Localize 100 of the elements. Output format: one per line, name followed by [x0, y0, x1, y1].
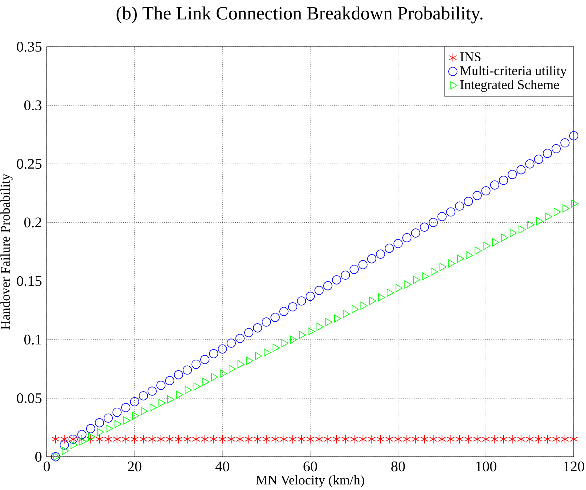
point: [255, 352, 262, 360]
legend-label: Integrated Scheme: [460, 80, 560, 92]
point: [270, 313, 280, 322]
point: [482, 434, 490, 444]
point: [226, 338, 236, 348]
point: [218, 344, 228, 354]
point: [570, 434, 578, 444]
point: [438, 434, 446, 444]
point: [510, 229, 518, 238]
point: [413, 276, 420, 284]
x-tick-label: 120: [564, 462, 584, 472]
point: [168, 396, 175, 404]
point: [499, 176, 508, 186]
point: [545, 212, 552, 221]
point: [272, 344, 280, 352]
point: [113, 434, 122, 444]
point: [332, 434, 341, 444]
point: [466, 251, 474, 260]
y-tick-label: 0: [36, 452, 42, 462]
point: [176, 390, 184, 399]
point: [202, 378, 210, 386]
point: [343, 310, 350, 318]
point: [482, 186, 491, 196]
point: [211, 373, 218, 382]
point: [350, 434, 358, 444]
point: [440, 263, 447, 272]
point: [200, 355, 210, 364]
point: [323, 281, 333, 291]
point: [326, 318, 333, 326]
point: [148, 386, 158, 396]
point: [95, 418, 104, 428]
x-tick-label: 100: [476, 462, 497, 472]
point: [455, 202, 464, 211]
point: [238, 360, 245, 368]
point: [422, 272, 430, 281]
point: [209, 349, 218, 359]
point: [86, 434, 95, 444]
point: [86, 424, 96, 434]
point: [420, 222, 430, 232]
point: [448, 260, 456, 268]
point: [288, 434, 297, 444]
point: [500, 434, 508, 444]
point: [262, 318, 272, 327]
point: [517, 434, 526, 444]
y-tick-label: 0.25: [17, 159, 42, 170]
point: [464, 197, 474, 206]
chart-title: (b) The Link Connection Breakdown Probability.: [116, 6, 483, 24]
point: [334, 314, 342, 323]
point: [332, 276, 342, 285]
point: [220, 370, 228, 378]
x-tick-label: 40: [216, 462, 230, 472]
y-tick-label: 0.35: [17, 42, 42, 52]
point: [314, 286, 324, 296]
point: [518, 226, 526, 234]
point: [157, 434, 166, 444]
x-axis-title: MN Velocity (km/h): [256, 475, 364, 488]
point: [572, 200, 579, 208]
point: [253, 324, 262, 333]
point: [411, 228, 420, 238]
point: [182, 366, 192, 375]
point: [166, 434, 174, 444]
point: [60, 434, 69, 444]
point: [140, 434, 148, 444]
point: [342, 434, 350, 444]
point: [148, 434, 156, 444]
point: [114, 420, 122, 428]
point: [352, 305, 360, 314]
point: [438, 212, 447, 222]
point: [194, 382, 201, 391]
point: [315, 434, 324, 444]
point: [516, 165, 526, 175]
point: [297, 296, 306, 306]
point: [404, 280, 412, 289]
point: [484, 242, 491, 250]
point: [386, 434, 394, 444]
point: [552, 434, 560, 444]
x-tick-label: 0: [44, 462, 50, 472]
y-tick-label: 0.2: [24, 218, 42, 228]
point: [218, 434, 227, 444]
point: [367, 254, 377, 264]
point: [236, 434, 244, 444]
point: [464, 434, 473, 444]
point: [106, 424, 114, 433]
point: [508, 434, 517, 444]
point: [316, 322, 324, 331]
point: [112, 408, 122, 418]
y-axis-title: Handover Failure Probability: [0, 174, 13, 330]
point: [456, 434, 464, 444]
point: [554, 208, 562, 216]
point: [428, 218, 438, 228]
point: [508, 170, 518, 180]
point: [534, 434, 543, 444]
point: [534, 154, 544, 164]
point: [569, 131, 579, 141]
point: [402, 233, 412, 243]
point: [358, 260, 368, 270]
point: [271, 434, 280, 444]
point: [490, 434, 499, 444]
point: [290, 336, 298, 344]
point: [544, 434, 552, 444]
